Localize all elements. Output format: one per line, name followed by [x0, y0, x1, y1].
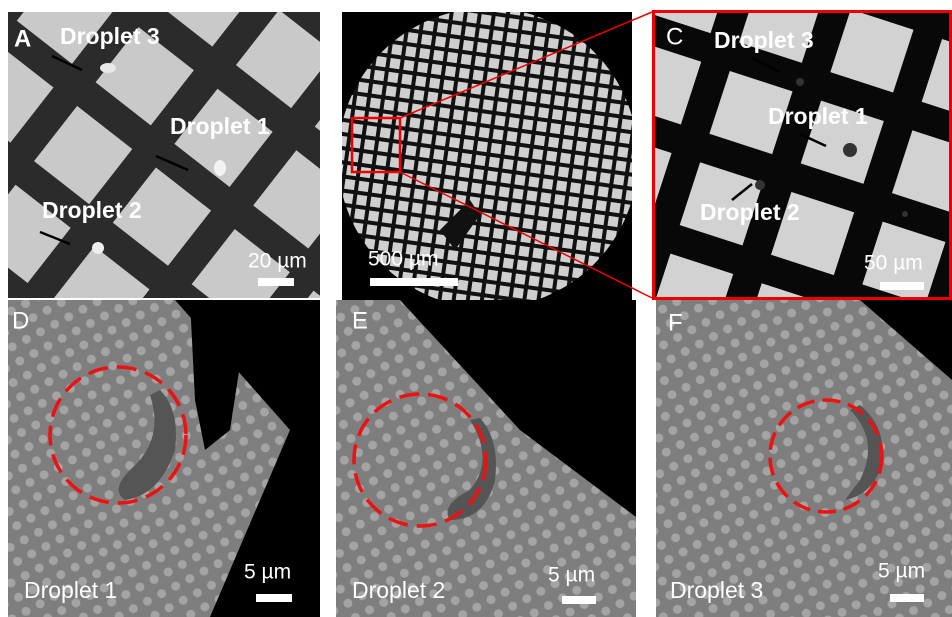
- panel-a: A Droplet 3 Droplet 1 Droplet 2 20 µm: [8, 12, 320, 298]
- panel-label: C: [666, 23, 683, 50]
- caption: Droplet 2: [352, 577, 445, 603]
- scale-bar-label: 5 µm: [548, 564, 595, 587]
- panel-label: E: [352, 307, 368, 334]
- micrograph: [652, 10, 952, 300]
- zoom-box: [350, 116, 402, 174]
- panel-label: D: [12, 307, 29, 334]
- droplet-outline: [768, 398, 884, 514]
- panel-label: B: [356, 25, 372, 52]
- scale-bar: [890, 594, 924, 602]
- annotation: Droplet 1: [170, 113, 270, 139]
- panel-c: C Droplet 3 Droplet 1 Droplet 2 50 µm: [652, 10, 952, 300]
- panel-label: F: [668, 309, 683, 336]
- caption: Droplet 3: [670, 577, 763, 603]
- scale-bar: [370, 278, 458, 286]
- scale-bar: [880, 282, 924, 290]
- scale-bar: [256, 594, 292, 602]
- annotation: Droplet 2: [700, 199, 800, 225]
- panel-b: B 500 µm: [342, 11, 653, 300]
- droplet-outline: [48, 365, 188, 505]
- annotation: Droplet 3: [714, 27, 814, 53]
- panel-d: D Droplet 1 5 µm: [8, 300, 320, 617]
- scale-bar-label: 20 µm: [248, 250, 307, 273]
- annotation: Droplet 1: [768, 103, 868, 129]
- panel-f: F Droplet 3 5 µm: [656, 300, 952, 617]
- annotation: Droplet 2: [42, 197, 142, 223]
- scale-bar-label: 5 µm: [878, 560, 925, 583]
- caption: Droplet 1: [24, 577, 117, 603]
- scale-bar: [258, 278, 294, 286]
- scale-bar-label: 500 µm: [368, 248, 438, 271]
- micrograph: [342, 12, 632, 300]
- panel-label: A: [14, 25, 31, 52]
- scale-bar-label: 5 µm: [244, 561, 291, 584]
- droplet-outline: [352, 392, 488, 528]
- annotation: Droplet 3: [60, 23, 160, 49]
- scale-bar-label: 50 µm: [864, 252, 923, 275]
- micrograph: [656, 300, 952, 617]
- scale-bar: [562, 596, 596, 604]
- panel-e: E Droplet 2 5 µm: [336, 300, 636, 617]
